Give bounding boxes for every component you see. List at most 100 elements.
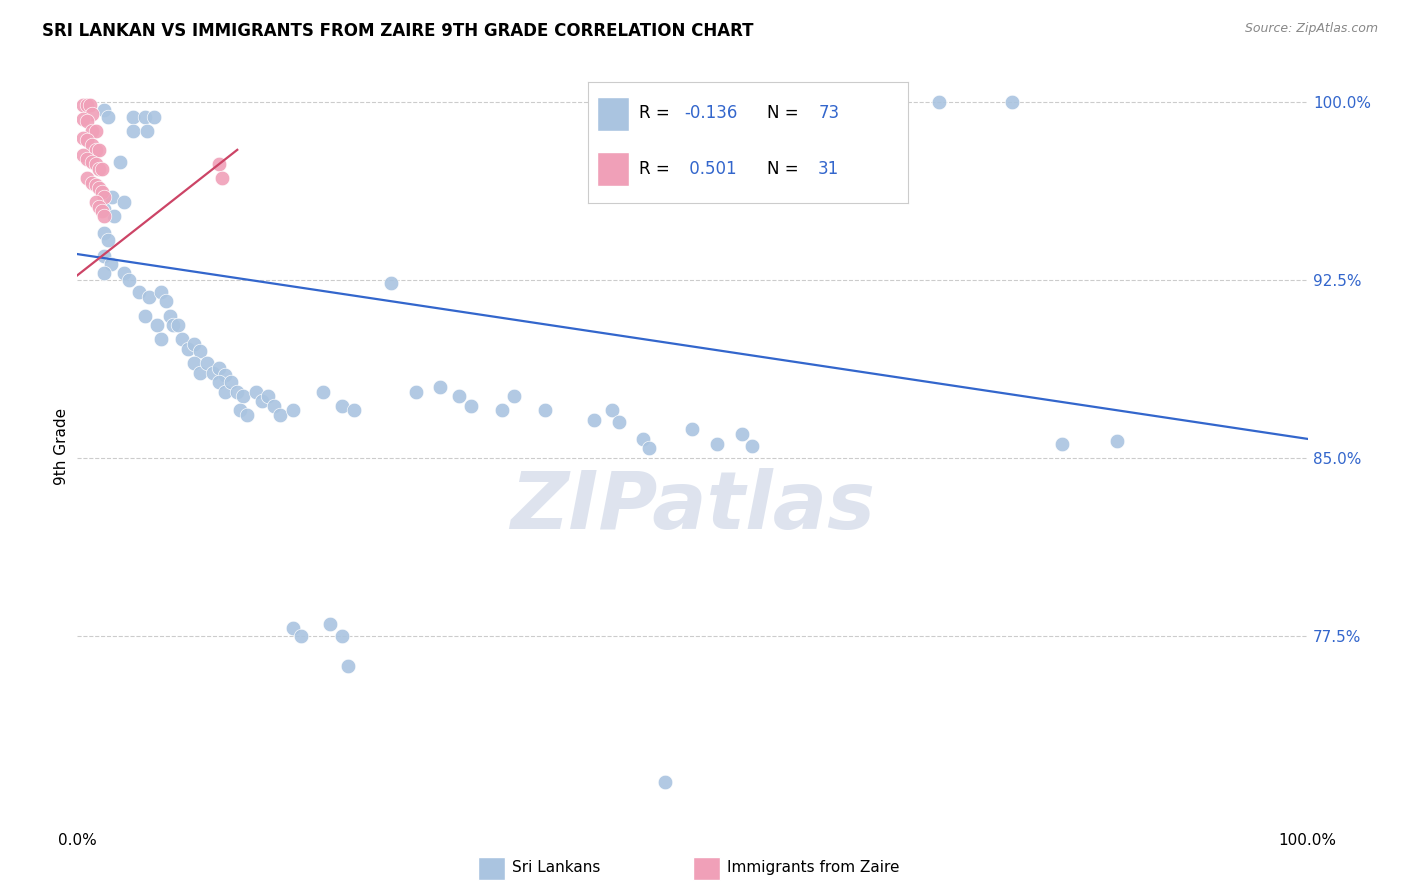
Point [72,112,94,126]
Point [90,161,114,176]
Point [103,209,125,223]
Point [491,403,513,417]
Point [257,389,280,403]
Point [281,403,304,417]
Point [128,285,150,299]
Point [1050,436,1073,450]
Point [76,133,98,147]
Point [112,194,135,209]
Point [112,266,135,280]
Point [76,171,98,186]
Point [89,180,111,194]
Point [312,384,335,399]
Point [167,318,190,333]
Point [682,422,704,436]
Point [72,131,94,145]
Point [110,154,132,169]
Point [269,408,291,422]
Point [226,384,249,399]
Point [337,659,360,673]
Point [101,190,124,204]
Text: Immigrants from Zaire: Immigrants from Zaire [727,860,900,875]
Point [79,97,101,112]
Point [93,103,115,117]
Point [93,190,115,204]
Point [90,186,114,200]
Point [76,97,98,112]
Point [447,389,470,403]
Point [188,344,212,359]
Point [82,154,104,169]
Point [84,143,107,157]
Point [208,157,231,171]
Point [607,415,630,429]
Bar [478,857,505,880]
Point [928,95,950,110]
Point [214,384,236,399]
Point [90,204,114,219]
Text: ZIPatlas: ZIPatlas [510,467,875,546]
Point [72,97,94,112]
Point [134,309,156,323]
Point [100,256,122,270]
Point [208,360,231,375]
Point [429,380,451,394]
Point [177,342,200,356]
Point [76,114,98,128]
Point [82,124,104,138]
Point [211,171,233,186]
Point [602,403,624,417]
Point [84,178,107,193]
Point [731,427,754,442]
Point [330,399,353,413]
Point [741,439,763,453]
Point [281,622,304,636]
Point [93,202,115,216]
Point [250,394,273,409]
Text: Source: ZipAtlas.com: Source: ZipAtlas.com [1244,22,1378,36]
Point [534,403,557,417]
Point [460,399,482,413]
Point [380,276,402,290]
Point [82,138,104,153]
Point [82,107,104,121]
Point [72,147,94,161]
Point [245,384,267,399]
Point [150,332,173,346]
Point [93,209,115,223]
Point [89,161,111,176]
Point [84,194,107,209]
Point [89,143,111,157]
Point [503,389,526,403]
Point [162,318,184,333]
Point [183,356,205,370]
Point [638,442,661,456]
Point [195,356,218,370]
Point [138,290,160,304]
Point [228,403,252,417]
Point [170,332,193,346]
Point [97,233,120,247]
Point [263,399,285,413]
Point [121,124,143,138]
Text: Sri Lankans: Sri Lankans [512,860,600,875]
Point [201,366,224,380]
Point [232,389,254,403]
Point [219,375,242,389]
Point [93,226,115,240]
Point [1001,95,1024,110]
Text: SRI LANKAN VS IMMIGRANTS FROM ZAIRE 9TH GRADE CORRELATION CHART: SRI LANKAN VS IMMIGRANTS FROM ZAIRE 9TH … [42,22,754,40]
Point [82,176,104,190]
Point [290,628,312,642]
Point [76,153,98,167]
Point [405,384,427,399]
Point [155,294,177,309]
Point [97,110,120,124]
Point [89,200,111,214]
Point [93,266,115,280]
Point [188,366,212,380]
Point [583,413,606,427]
Point [1105,434,1128,449]
Point [84,124,107,138]
Y-axis label: 9th Grade: 9th Grade [53,408,69,484]
